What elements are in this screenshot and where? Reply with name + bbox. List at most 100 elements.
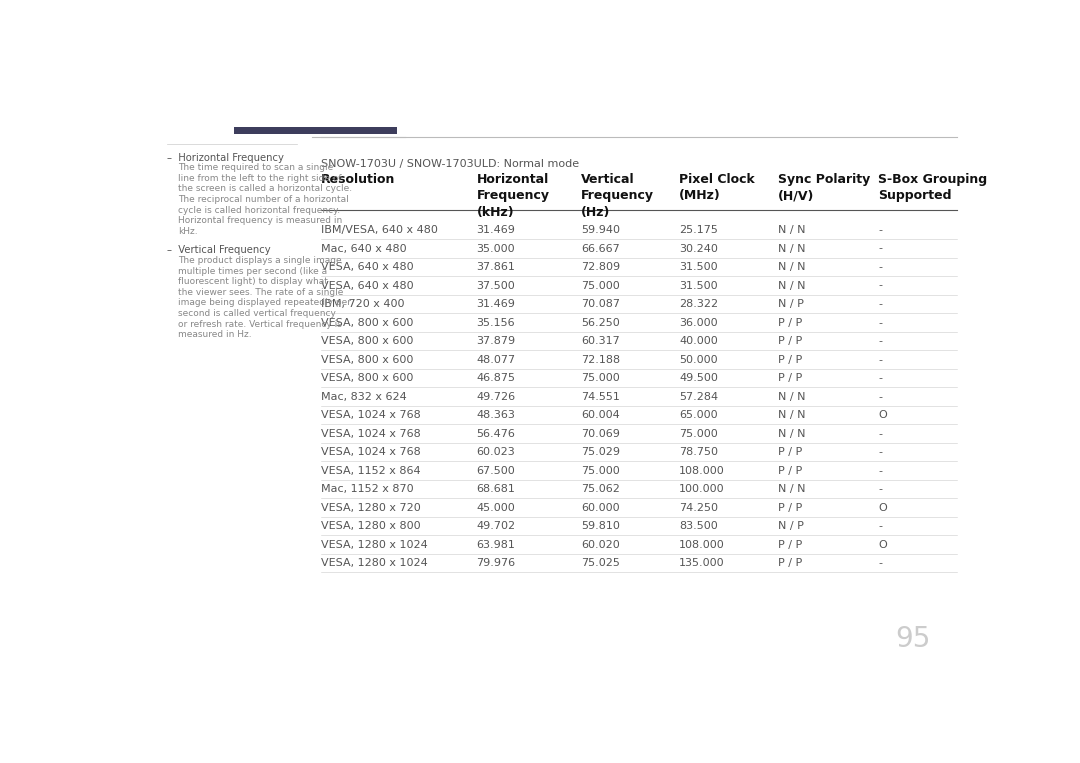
Text: measured in Hz.: measured in Hz. — [178, 330, 252, 339]
Text: 49.702: 49.702 — [476, 521, 515, 531]
Text: 46.875: 46.875 — [476, 373, 515, 383]
Text: N / N: N / N — [778, 391, 806, 401]
Text: P / P: P / P — [778, 503, 802, 513]
Text: 74.250: 74.250 — [679, 503, 718, 513]
Text: N / N: N / N — [778, 429, 806, 439]
Text: VESA, 640 x 480: VESA, 640 x 480 — [321, 262, 414, 272]
Text: P / P: P / P — [778, 336, 802, 346]
Text: -: - — [878, 521, 882, 531]
Text: VESA, 1152 x 864: VESA, 1152 x 864 — [321, 465, 420, 475]
Text: VESA, 1280 x 720: VESA, 1280 x 720 — [321, 503, 420, 513]
Text: 36.000: 36.000 — [679, 317, 718, 327]
Text: 75.062: 75.062 — [581, 485, 620, 494]
Text: 78.750: 78.750 — [679, 447, 718, 457]
Text: 135.000: 135.000 — [679, 559, 725, 568]
Text: Vertical
Frequency
(Hz): Vertical Frequency (Hz) — [581, 172, 654, 219]
Text: 31.469: 31.469 — [476, 299, 515, 309]
Text: the viewer sees. The rate of a single: the viewer sees. The rate of a single — [178, 288, 343, 297]
Text: 72.809: 72.809 — [581, 262, 620, 272]
Text: VESA, 1024 x 768: VESA, 1024 x 768 — [321, 447, 420, 457]
Text: 75.000: 75.000 — [679, 429, 718, 439]
Text: fluorescent light) to display what: fluorescent light) to display what — [178, 277, 327, 286]
Text: The time required to scan a single: The time required to scan a single — [178, 163, 333, 172]
Text: 35.000: 35.000 — [476, 243, 515, 253]
Text: 60.004: 60.004 — [581, 410, 620, 420]
Text: P / P: P / P — [778, 355, 802, 365]
Text: 65.000: 65.000 — [679, 410, 718, 420]
Text: image being displayed repeatedly per: image being displayed repeatedly per — [178, 298, 351, 307]
Text: multiple times per second (like a: multiple times per second (like a — [178, 266, 327, 275]
Text: -: - — [878, 447, 882, 457]
Text: N / N: N / N — [778, 281, 806, 291]
Text: 45.000: 45.000 — [476, 503, 515, 513]
Text: 31.469: 31.469 — [476, 225, 515, 235]
Text: -: - — [878, 336, 882, 346]
Text: -: - — [878, 429, 882, 439]
Text: O: O — [878, 503, 887, 513]
Text: O: O — [878, 410, 887, 420]
Text: 70.087: 70.087 — [581, 299, 620, 309]
Text: P / P: P / P — [778, 373, 802, 383]
Text: the screen is called a horizontal cycle.: the screen is called a horizontal cycle. — [178, 185, 352, 193]
Text: IBM, 720 x 400: IBM, 720 x 400 — [321, 299, 404, 309]
Text: N / P: N / P — [778, 521, 804, 531]
Text: VESA, 800 x 600: VESA, 800 x 600 — [321, 355, 414, 365]
Text: 57.284: 57.284 — [679, 391, 718, 401]
Text: 60.023: 60.023 — [476, 447, 515, 457]
Text: VESA, 640 x 480: VESA, 640 x 480 — [321, 281, 414, 291]
Text: P / P: P / P — [778, 539, 802, 549]
Text: line from the left to the right side of: line from the left to the right side of — [178, 174, 341, 183]
Text: 37.500: 37.500 — [476, 281, 515, 291]
Text: P / P: P / P — [778, 465, 802, 475]
Text: 75.029: 75.029 — [581, 447, 620, 457]
Text: or refresh rate. Vertical frequency is: or refresh rate. Vertical frequency is — [178, 320, 341, 329]
Text: -: - — [878, 299, 882, 309]
Text: VESA, 1280 x 1024: VESA, 1280 x 1024 — [321, 539, 428, 549]
Text: 56.250: 56.250 — [581, 317, 620, 327]
Text: Horizontal frequency is measured in: Horizontal frequency is measured in — [178, 216, 342, 225]
Text: 56.476: 56.476 — [476, 429, 515, 439]
Text: 31.500: 31.500 — [679, 281, 718, 291]
Text: VESA, 1024 x 768: VESA, 1024 x 768 — [321, 410, 420, 420]
Text: 50.000: 50.000 — [679, 355, 718, 365]
Text: 49.726: 49.726 — [476, 391, 515, 401]
Text: -: - — [878, 225, 882, 235]
Text: VESA, 800 x 600: VESA, 800 x 600 — [321, 336, 414, 346]
Text: VESA, 1280 x 800: VESA, 1280 x 800 — [321, 521, 420, 531]
Text: –  Horizontal Frequency: – Horizontal Frequency — [166, 153, 284, 163]
Text: -: - — [878, 485, 882, 494]
Text: 28.322: 28.322 — [679, 299, 718, 309]
Text: Mac, 832 x 624: Mac, 832 x 624 — [321, 391, 406, 401]
Text: 75.025: 75.025 — [581, 559, 620, 568]
Text: 37.879: 37.879 — [476, 336, 515, 346]
Text: Horizontal
Frequency
(kHz): Horizontal Frequency (kHz) — [476, 172, 550, 219]
Text: SNOW-1703U / SNOW-1703ULD: Normal mode: SNOW-1703U / SNOW-1703ULD: Normal mode — [321, 159, 579, 169]
Text: cycle is called horizontal frequency.: cycle is called horizontal frequency. — [178, 205, 340, 214]
Text: P / P: P / P — [778, 447, 802, 457]
Text: N / N: N / N — [778, 410, 806, 420]
Text: 83.500: 83.500 — [679, 521, 718, 531]
Text: VESA, 800 x 600: VESA, 800 x 600 — [321, 373, 414, 383]
Text: O: O — [878, 539, 887, 549]
Text: N / P: N / P — [778, 299, 804, 309]
Text: 40.000: 40.000 — [679, 336, 718, 346]
Text: 25.175: 25.175 — [679, 225, 718, 235]
Text: 108.000: 108.000 — [679, 465, 725, 475]
Text: 59.940: 59.940 — [581, 225, 620, 235]
Text: VESA, 1024 x 768: VESA, 1024 x 768 — [321, 429, 420, 439]
Text: kHz.: kHz. — [178, 227, 198, 236]
Text: VESA, 1280 x 1024: VESA, 1280 x 1024 — [321, 559, 428, 568]
Text: 74.551: 74.551 — [581, 391, 620, 401]
Text: –  Vertical Frequency: – Vertical Frequency — [166, 246, 270, 256]
Text: 60.020: 60.020 — [581, 539, 620, 549]
Text: -: - — [878, 559, 882, 568]
Bar — [233, 127, 397, 134]
Text: -: - — [878, 281, 882, 291]
Text: The reciprocal number of a horizontal: The reciprocal number of a horizontal — [178, 195, 349, 204]
Text: 31.500: 31.500 — [679, 262, 718, 272]
Text: Sync Polarity
(H/V): Sync Polarity (H/V) — [778, 172, 870, 202]
Text: P / P: P / P — [778, 317, 802, 327]
Text: S-Box Grouping
Supported: S-Box Grouping Supported — [878, 172, 987, 202]
Text: 48.077: 48.077 — [476, 355, 515, 365]
Text: N / N: N / N — [778, 243, 806, 253]
